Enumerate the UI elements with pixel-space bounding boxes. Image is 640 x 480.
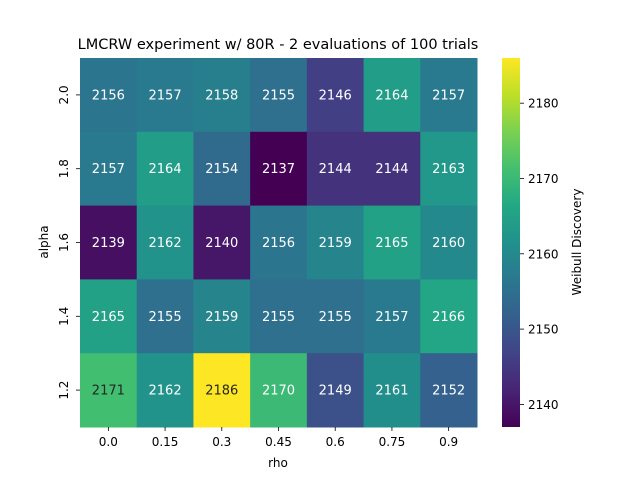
cell-value-label: 2139 bbox=[92, 236, 125, 251]
x-tick-label: 0.3 bbox=[212, 435, 231, 449]
x-tick-label: 0.45 bbox=[265, 435, 292, 449]
heatmap-cell bbox=[80, 58, 138, 133]
heatmap-cell bbox=[136, 279, 194, 354]
cell-value-label: 2165 bbox=[92, 310, 125, 325]
heatmap-cell bbox=[306, 353, 365, 428]
y-tick-label: 1.8 bbox=[57, 159, 71, 178]
heatmap-cell bbox=[136, 353, 194, 428]
heatmap-cell bbox=[420, 58, 478, 133]
cell-value-label: 2144 bbox=[375, 162, 408, 177]
cell-value-label: 2164 bbox=[149, 162, 182, 177]
heatmap-cell bbox=[363, 58, 421, 133]
heatmap-cell bbox=[420, 131, 478, 207]
cell-value-label: 2155 bbox=[149, 310, 182, 325]
cell-value-label: 2157 bbox=[432, 88, 465, 103]
heatmap-cell bbox=[250, 205, 308, 280]
cell-value-label: 2157 bbox=[92, 162, 125, 177]
heatmap-cell bbox=[420, 205, 478, 280]
heatmap-cell bbox=[420, 353, 478, 428]
cell-value-label: 2159 bbox=[319, 236, 352, 251]
cell-value-label: 2164 bbox=[375, 88, 408, 103]
heatmap-cell bbox=[136, 131, 194, 207]
heatmap-cell bbox=[80, 279, 138, 354]
cell-value-label: 2155 bbox=[262, 310, 295, 325]
cell-value-label: 2154 bbox=[205, 162, 238, 177]
cell-value-label: 2157 bbox=[375, 310, 408, 325]
cell-value-label: 2161 bbox=[375, 384, 408, 399]
heatmap-cell bbox=[306, 58, 365, 133]
cell-value-label: 2160 bbox=[432, 236, 465, 251]
colorbar-tick-label: 2160 bbox=[528, 247, 559, 261]
y-tick-label: 1.2 bbox=[57, 381, 71, 400]
cell-value-label: 2158 bbox=[205, 88, 238, 103]
cell-value-label: 2156 bbox=[92, 88, 125, 103]
heatmap-cell bbox=[363, 279, 421, 354]
heatmap-cell bbox=[363, 353, 421, 428]
chart-title: LMCRW experiment w/ 80R - 2 evaluations … bbox=[78, 37, 479, 53]
cell-value-label: 2156 bbox=[262, 236, 295, 251]
heatmap-cell bbox=[420, 279, 478, 354]
cell-value-label: 2152 bbox=[432, 384, 465, 399]
heatmap-cell bbox=[80, 353, 138, 428]
heatmap-cell bbox=[306, 279, 365, 354]
heatmap-cell bbox=[250, 58, 308, 133]
colorbar-tick-label: 2180 bbox=[528, 97, 559, 111]
cell-value-label: 2144 bbox=[319, 162, 352, 177]
y-tick-label: 1.6 bbox=[57, 233, 71, 252]
cell-value-label: 2165 bbox=[375, 236, 408, 251]
cell-value-label: 2140 bbox=[205, 236, 238, 251]
cell-value-label: 2149 bbox=[319, 384, 352, 399]
heatmap-cell bbox=[193, 279, 251, 354]
cell-value-label: 2163 bbox=[432, 162, 465, 177]
x-tick-label: 0.6 bbox=[326, 435, 345, 449]
x-axis-ticks: 0.0 0.15 0.3 0.45 0.6 0.75 0.9 bbox=[99, 427, 458, 449]
heatmap-cells: 2156 2157 2158 2155 2146 2164 2157 2157 2164 2154… bbox=[80, 58, 478, 428]
cell-value-label: 2162 bbox=[149, 384, 182, 399]
heatmap-cell bbox=[136, 58, 194, 133]
cell-value-label: 2162 bbox=[149, 236, 182, 251]
heatmap-cell bbox=[193, 353, 251, 428]
x-tick-label: 0.0 bbox=[99, 435, 118, 449]
heatmap-cell bbox=[250, 279, 308, 354]
cell-value-label: 2146 bbox=[319, 88, 352, 103]
cell-value-label: 2155 bbox=[262, 88, 295, 103]
heatmap-cell bbox=[80, 205, 138, 280]
x-tick-label: 0.9 bbox=[439, 435, 458, 449]
heatmap-cell bbox=[250, 131, 308, 207]
heatmap-cell bbox=[363, 131, 421, 207]
heatmap-cell bbox=[363, 205, 421, 280]
heatmap-cell bbox=[306, 131, 365, 207]
cell-value-label: 2157 bbox=[149, 88, 182, 103]
colorbar-ticks: 2140 2150 2160 2170 2180 bbox=[520, 97, 559, 412]
colorbar-tick-label: 2170 bbox=[528, 172, 559, 186]
x-axis-label: rho bbox=[268, 456, 288, 470]
cell-value-label: 2137 bbox=[262, 162, 295, 177]
heatmap-cell bbox=[193, 205, 251, 280]
cell-value-label: 2166 bbox=[432, 310, 465, 325]
y-tick-label: 1.4 bbox=[57, 307, 71, 326]
x-tick-label: 0.75 bbox=[379, 435, 406, 449]
y-tick-label: 2.0 bbox=[57, 85, 71, 104]
heatmap-cell bbox=[80, 131, 138, 207]
cell-value-label: 2159 bbox=[205, 310, 238, 325]
cell-value-label: 2186 bbox=[205, 384, 238, 399]
heatmap-cell bbox=[193, 58, 251, 133]
y-axis-ticks: 2.0 1.8 1.6 1.4 1.2 bbox=[57, 85, 80, 400]
colorbar-tick-label: 2150 bbox=[528, 323, 559, 337]
colorbar bbox=[502, 58, 520, 427]
cell-value-label: 2170 bbox=[262, 384, 295, 399]
colorbar-tick-label: 2140 bbox=[528, 398, 559, 412]
heatmap-cell bbox=[250, 353, 308, 428]
cell-value-label: 2155 bbox=[319, 310, 352, 325]
y-axis-label: alpha bbox=[37, 225, 51, 258]
heatmap-cell bbox=[193, 131, 251, 207]
heatmap-cell bbox=[136, 205, 194, 280]
heatmap-cell bbox=[306, 205, 365, 280]
colorbar-label: Weibull Discovery bbox=[570, 189, 584, 296]
cell-value-label: 2171 bbox=[92, 384, 125, 399]
x-tick-label: 0.15 bbox=[152, 435, 179, 449]
